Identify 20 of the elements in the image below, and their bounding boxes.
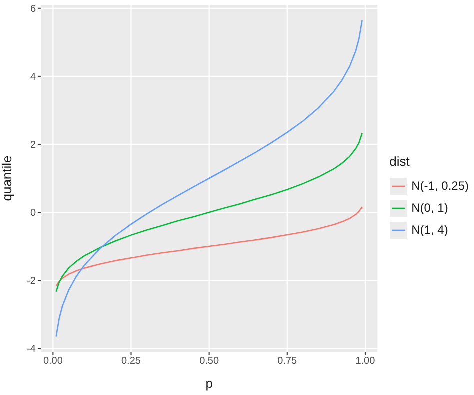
x-tick-label: 1.00	[356, 356, 376, 368]
legend-title: dist	[390, 154, 411, 169]
y-axis-title: quantile	[0, 156, 15, 202]
line-series	[56, 132, 363, 292]
x-tick-label: 0.50	[200, 356, 220, 368]
y-tick-label: 4	[30, 72, 36, 83]
y-tick-label: 6	[30, 4, 36, 15]
x-tick-label: 0.75	[278, 356, 298, 368]
x-tick-label: 0.00	[43, 356, 64, 368]
line-series	[56, 20, 363, 338]
y-tick-label: 2	[30, 140, 36, 152]
line-series	[56, 206, 363, 287]
x-axis-title: p	[206, 376, 213, 391]
y-tick-label: 0	[30, 208, 36, 220]
legend-label: N(1, 4)	[412, 223, 448, 237]
x-tick-label: 0.25	[122, 356, 142, 368]
legend-label: N(0, 1)	[412, 201, 448, 215]
legend-label: N(-1, 0.25)	[412, 179, 469, 193]
y-tick-label: -4	[27, 344, 36, 356]
y-tick-label: -2	[27, 276, 36, 288]
